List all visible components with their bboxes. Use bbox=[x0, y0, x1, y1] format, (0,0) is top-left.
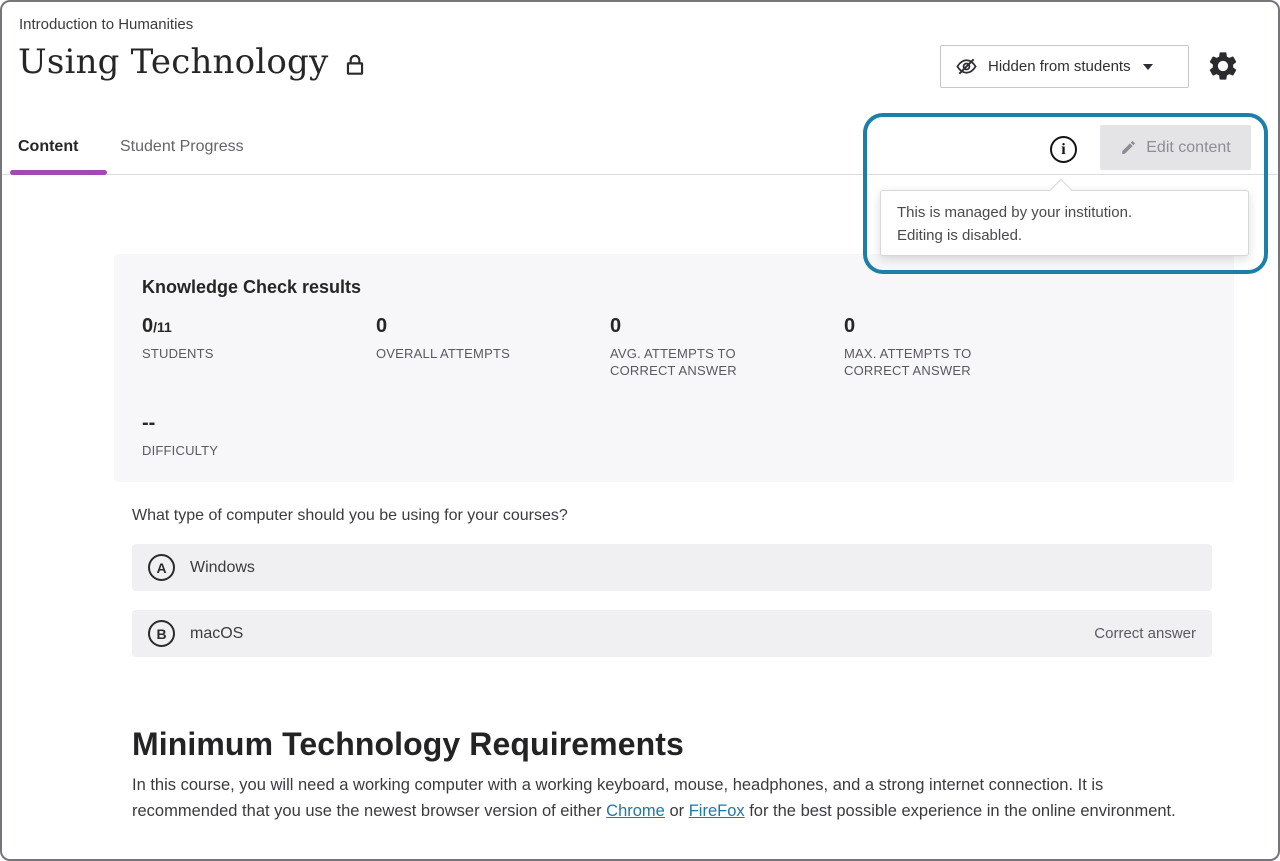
stat-avg-attempts-label: AVG. ATTEMPTS TO CORRECT ANSWER bbox=[610, 346, 737, 378]
chrome-link[interactable]: Chrome bbox=[606, 801, 665, 820]
knowledge-check-title: Knowledge Check results bbox=[142, 277, 362, 297]
stat-overall-attempts-label: OVERALL ATTEMPTS bbox=[376, 346, 510, 361]
institution-tooltip: This is managed by your institution. Edi… bbox=[880, 178, 1249, 256]
stat-students: 0/11 STUDENTS bbox=[142, 315, 337, 362]
knowledge-check-panel: Knowledge Check results 0/11 STUDENTS 0 … bbox=[114, 254, 1234, 482]
answer-option-b: B macOS Correct answer bbox=[132, 610, 1212, 657]
stat-students-label: STUDENTS bbox=[142, 346, 214, 361]
tab-content[interactable]: Content bbox=[18, 138, 79, 155]
tooltip-line-2: Editing is disabled. bbox=[897, 227, 1023, 244]
question-text: What type of computer should you be usin… bbox=[132, 507, 568, 524]
visibility-label: Hidden from students bbox=[988, 58, 1131, 75]
article-body-text-2: or bbox=[664, 801, 689, 820]
caret-down-icon bbox=[1142, 63, 1153, 70]
stat-difficulty-value: -- bbox=[142, 412, 156, 434]
pencil-icon bbox=[1120, 139, 1137, 156]
stat-difficulty-label: DIFFICULTY bbox=[142, 443, 219, 458]
info-icon[interactable]: i bbox=[1050, 136, 1077, 163]
tooltip-line-1: This is managed by your institution. bbox=[897, 204, 1133, 221]
stat-difficulty: -- DIFFICULTY bbox=[142, 412, 337, 459]
answer-option-a: A Windows bbox=[132, 544, 1212, 591]
tooltip-arrow bbox=[1049, 178, 1073, 202]
visibility-dropdown-button[interactable]: Hidden from students bbox=[940, 45, 1189, 88]
lock-icon bbox=[342, 52, 368, 78]
stat-students-value: 0 bbox=[142, 315, 154, 337]
stat-avg-attempts-value: 0 bbox=[610, 315, 622, 337]
edit-content-label: Edit content bbox=[1146, 138, 1231, 156]
tab-student-progress[interactable]: Student Progress bbox=[120, 138, 244, 155]
breadcrumb[interactable]: Introduction to Humanities bbox=[19, 16, 194, 33]
gear-icon[interactable] bbox=[1206, 49, 1240, 83]
stat-max-attempts: 0 MAX. ATTEMPTS TO CORRECT ANSWER bbox=[844, 315, 1029, 379]
firefox-link[interactable]: FireFox bbox=[688, 801, 745, 820]
edit-content-button[interactable]: Edit content bbox=[1100, 125, 1251, 170]
option-a-letter-icon: A bbox=[148, 554, 175, 581]
article-heading: Minimum Technology Requirements bbox=[132, 726, 684, 762]
option-b-label: macOS bbox=[190, 624, 244, 642]
option-b-letter-icon: B bbox=[148, 620, 175, 647]
article-body-text-1: In this course, you will need a working … bbox=[132, 776, 1104, 820]
stat-max-attempts-label: MAX. ATTEMPTS TO CORRECT ANSWER bbox=[844, 346, 972, 378]
stat-avg-attempts: 0 AVG. ATTEMPTS TO CORRECT ANSWER bbox=[610, 315, 795, 379]
page-title: Using Technology bbox=[18, 42, 329, 82]
stat-overall-attempts: 0 OVERALL ATTEMPTS bbox=[376, 315, 571, 362]
article-body-text-3: for the best possible experience in the … bbox=[744, 801, 1176, 820]
active-tab-indicator bbox=[10, 170, 107, 175]
stat-max-attempts-value: 0 bbox=[844, 315, 856, 337]
page-title-row: Using Technology bbox=[18, 42, 368, 82]
article-body: In this course, you will need a working … bbox=[132, 773, 1208, 824]
tab-bar: Content Student Progress bbox=[2, 119, 1278, 175]
correct-answer-badge: Correct answer bbox=[1094, 625, 1196, 642]
stat-overall-attempts-value: 0 bbox=[376, 315, 388, 337]
eye-slash-icon bbox=[955, 55, 978, 78]
stat-students-suffix: /11 bbox=[153, 319, 172, 335]
option-a-label: Windows bbox=[190, 558, 255, 576]
